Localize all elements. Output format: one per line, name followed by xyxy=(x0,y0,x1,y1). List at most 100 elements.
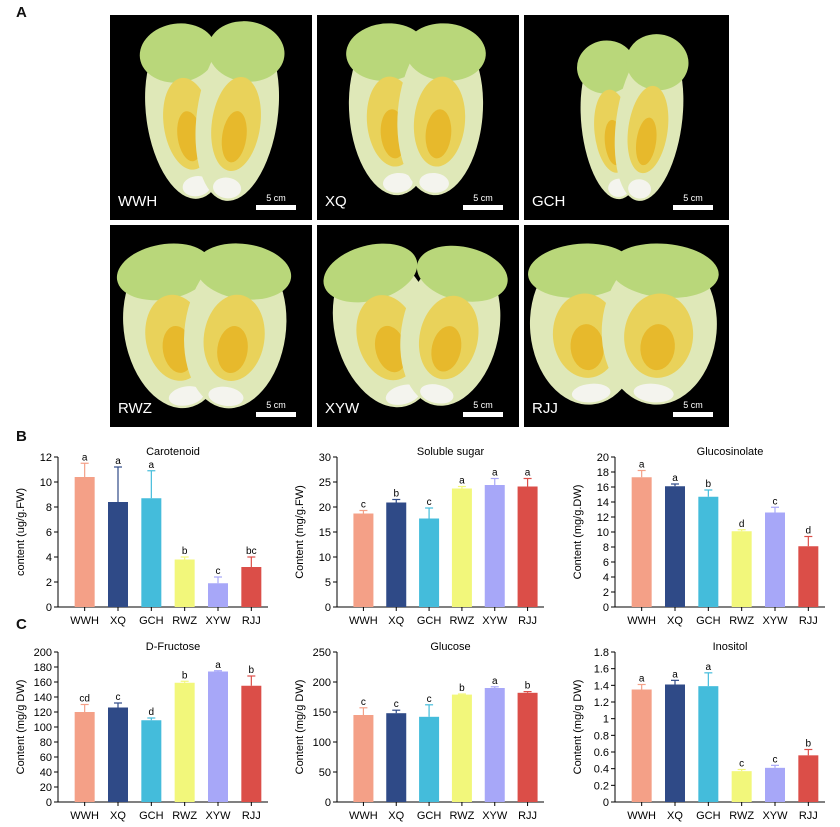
cabbage-stem xyxy=(628,179,652,199)
cabbage-stem xyxy=(168,386,204,406)
cabbage-leaf-top xyxy=(116,243,212,301)
cultivar-label: XYW xyxy=(325,400,360,417)
y-tick-label: 100 xyxy=(34,722,52,734)
significance-letter: c xyxy=(739,759,744,770)
cabbage-image xyxy=(346,23,486,196)
y-tick-label: 200 xyxy=(34,647,52,659)
x-tick-label: RJJ xyxy=(518,615,537,627)
y-tick-label: 0 xyxy=(46,797,52,809)
bar xyxy=(665,486,685,607)
scale-bar: 5 cm xyxy=(673,193,713,210)
x-tick-label: RWZ xyxy=(449,615,474,627)
photo-wwh: WWH 5 cm xyxy=(110,15,312,220)
cultivar-label: XQ xyxy=(325,193,347,210)
y-tick-label: 0 xyxy=(325,797,331,809)
scale-bar: 5 cm xyxy=(673,400,713,417)
x-tick-label: WWH xyxy=(70,615,99,627)
significance-letter: b xyxy=(706,479,712,490)
chart-title: Carotenoid xyxy=(146,446,200,458)
cabbage-leaf-top xyxy=(577,40,636,94)
y-axis-label: content (ug/g.FW) xyxy=(15,488,27,576)
scale-bar: 5 cm xyxy=(256,400,296,417)
x-tick-label: XQ xyxy=(667,615,683,627)
bar xyxy=(731,531,752,607)
bar xyxy=(74,477,95,607)
x-tick-label: GCH xyxy=(696,615,721,627)
cabbage-leaf-top xyxy=(346,23,427,81)
y-tick-label: 1.4 xyxy=(594,680,609,692)
cultivar-label: RJJ xyxy=(532,400,558,417)
cabbage-leaf-top xyxy=(405,23,486,81)
y-tick-label: 0.6 xyxy=(594,747,609,759)
cabbage-image xyxy=(116,243,292,409)
bar xyxy=(141,720,162,802)
significance-letter: c xyxy=(216,566,221,577)
significance-letter: a xyxy=(672,669,678,680)
significance-letter: b xyxy=(393,489,399,500)
significance-letter: c xyxy=(773,754,778,765)
cabbage-stem xyxy=(385,384,421,405)
significance-letter: c xyxy=(773,496,778,507)
x-tick-label: RJJ xyxy=(518,810,537,822)
bar xyxy=(484,485,505,607)
y-tick-label: 18 xyxy=(597,467,609,479)
scale-label: 5 cm xyxy=(473,193,493,203)
y-tick-label: 0 xyxy=(46,602,52,614)
y-tick-label: 16 xyxy=(597,482,609,494)
x-tick-label: XYW xyxy=(762,810,788,822)
bar xyxy=(517,692,538,802)
panel-label-c: C xyxy=(16,616,27,633)
cabbage-stem xyxy=(633,383,674,403)
x-tick-label: GCH xyxy=(139,615,164,627)
x-tick-label: XYW xyxy=(205,615,231,627)
y-tick-label: 10 xyxy=(40,477,52,489)
x-tick-label: XYW xyxy=(762,615,788,627)
significance-letter: c xyxy=(116,692,121,703)
scale-label: 5 cm xyxy=(473,400,493,410)
y-tick-label: 0.8 xyxy=(594,730,609,742)
y-tick-label: 40 xyxy=(40,767,52,779)
y-tick-label: 20 xyxy=(597,452,609,464)
chart: 0 2 4 6 8 10 12 14 16 18 20 Glucosinolate Content (m… xyxy=(572,446,825,627)
y-tick-label: 5 xyxy=(325,577,331,589)
cabbage-stem xyxy=(182,176,211,197)
cabbage-half xyxy=(195,21,285,201)
scale-bar: 5 cm xyxy=(463,400,503,417)
y-tick-label: 1.8 xyxy=(594,647,609,659)
significance-letter: bc xyxy=(246,546,257,557)
scale-label: 5 cm xyxy=(683,400,703,410)
x-tick-label: XQ xyxy=(110,615,126,627)
cabbage-half xyxy=(400,245,508,406)
y-tick-label: 100 xyxy=(313,737,331,749)
panel-label-b: B xyxy=(16,428,27,445)
y-tick-label: 80 xyxy=(40,737,52,749)
y-axis-label: Content (mg/g DW) xyxy=(572,680,584,775)
y-tick-label: 1.2 xyxy=(594,697,609,709)
cabbage-stem xyxy=(571,383,611,403)
bar xyxy=(208,671,228,802)
significance-letter: a xyxy=(492,468,498,479)
x-tick-label: XYW xyxy=(205,810,231,822)
significance-letter: d xyxy=(806,526,812,537)
bar xyxy=(419,716,440,802)
chart: 0 50 100 150 200 250 Glucose Content (mg/g DW) c… xyxy=(294,641,544,822)
significance-letter: a xyxy=(492,676,498,687)
bar xyxy=(353,715,374,802)
cabbage-image xyxy=(139,21,285,201)
y-tick-label: 10 xyxy=(597,527,609,539)
cabbage-core xyxy=(570,324,604,371)
cultivar-label: RWZ xyxy=(118,400,152,417)
cabbage-core xyxy=(221,111,247,163)
y-tick-label: 180 xyxy=(34,662,52,674)
scale-label: 5 cm xyxy=(266,193,286,203)
bar xyxy=(517,486,538,607)
x-tick-label: WWH xyxy=(627,615,656,627)
cabbage-core xyxy=(640,324,675,371)
cabbage-core xyxy=(374,325,407,373)
cabbage-stem xyxy=(419,172,449,193)
y-tick-label: 0 xyxy=(603,602,609,614)
cabbage-image xyxy=(323,243,508,408)
y-tick-label: 20 xyxy=(319,502,331,514)
y-tick-label: 0.2 xyxy=(594,780,609,792)
